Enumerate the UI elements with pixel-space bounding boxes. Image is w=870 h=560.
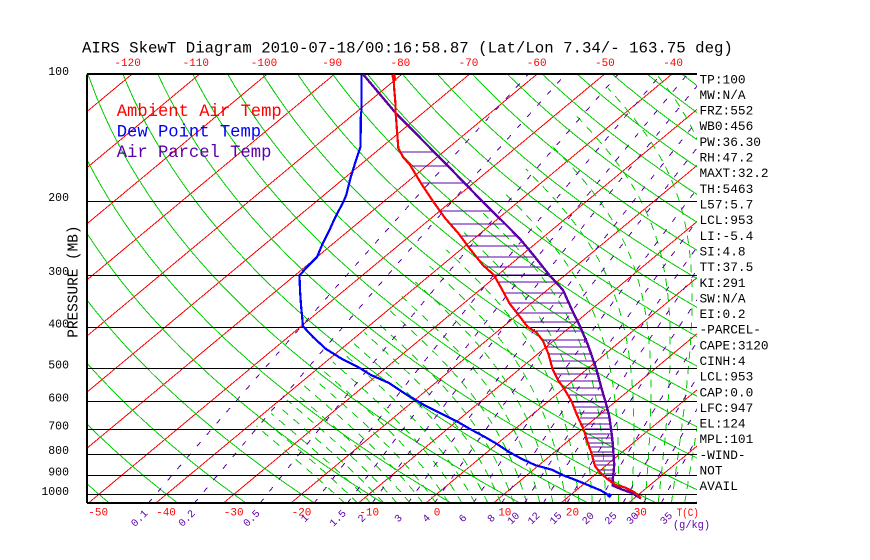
svg-text:CINH:4: CINH:4 [700,354,746,369]
svg-text:LFC:947: LFC:947 [700,401,754,416]
svg-text:EI:0.2: EI:0.2 [700,307,746,322]
svg-text:-100: -100 [251,58,277,70]
svg-text:-60: -60 [527,58,547,70]
svg-text:CAPE:3120: CAPE:3120 [700,338,769,353]
svg-text:100: 100 [48,66,69,79]
svg-text:-PARCEL-: -PARCEL- [700,323,761,338]
svg-text:800: 800 [48,445,69,458]
svg-text:PRESSURE (MB): PRESSURE (MB) [67,225,83,337]
svg-text:10: 10 [498,508,511,520]
svg-text:EL:124: EL:124 [700,417,746,432]
svg-text:TT:37.5: TT:37.5 [700,260,754,275]
svg-text:(g/kg): (g/kg) [673,520,710,532]
svg-text:-WIND-: -WIND- [700,448,746,463]
svg-text:300: 300 [48,266,69,279]
svg-text:LI:-5.4: LI:-5.4 [700,229,754,244]
svg-text:30: 30 [634,508,647,520]
svg-text:AIRS SkewT Diagram 2010-07-18/: AIRS SkewT Diagram 2010-07-18/00:16:58.8… [82,40,733,58]
svg-text:SW:N/A: SW:N/A [700,291,746,306]
svg-text:-40: -40 [663,58,683,70]
svg-text:CAP:0.0: CAP:0.0 [700,385,754,400]
svg-text:TP:100: TP:100 [700,72,746,87]
svg-text:PW:36.30: PW:36.30 [700,135,761,150]
svg-text:200: 200 [48,192,69,205]
svg-text:NOT: NOT [700,464,723,479]
svg-text:500: 500 [48,359,69,372]
svg-text:Air Parcel Temp: Air Parcel Temp [117,144,272,163]
svg-text:T(C): T(C) [677,508,699,520]
svg-text:Dew Point Temp: Dew Point Temp [117,124,261,143]
svg-text:TH:5463: TH:5463 [700,182,754,197]
svg-text:1000: 1000 [41,486,69,499]
svg-text:-90: -90 [322,58,342,70]
svg-text:600: 600 [48,393,69,406]
svg-text:AVAIL: AVAIL [700,479,738,494]
svg-text:-50: -50 [595,58,615,70]
svg-text:RH:47.2: RH:47.2 [700,151,754,166]
svg-text:LCL:953: LCL:953 [700,213,754,228]
svg-text:Ambient Air Temp: Ambient Air Temp [117,103,282,122]
svg-text:700: 700 [48,421,69,434]
svg-text:900: 900 [48,467,69,480]
svg-text:-80: -80 [390,58,410,70]
svg-text:0: 0 [434,508,441,520]
svg-text:MW:N/A: MW:N/A [700,88,746,103]
svg-text:-30: -30 [224,508,244,520]
svg-text:KI:291: KI:291 [700,276,746,291]
svg-text:400: 400 [48,319,69,332]
svg-text:-120: -120 [114,58,140,70]
svg-text:FRZ:552: FRZ:552 [700,104,754,119]
svg-text:-50: -50 [88,508,108,520]
svg-text:-110: -110 [183,58,209,70]
svg-text:-40: -40 [156,508,176,520]
svg-text:WB0:456: WB0:456 [700,119,754,134]
svg-text:20: 20 [566,508,579,520]
svg-text:-70: -70 [459,58,479,70]
svg-text:SI:4.8: SI:4.8 [700,244,746,259]
svg-text:LCL:953: LCL:953 [700,370,754,385]
svg-text:-10: -10 [359,508,379,520]
svg-text:-20: -20 [292,508,312,520]
svg-text:L57:5.7: L57:5.7 [700,198,754,213]
svg-text:MAXT:32.2: MAXT:32.2 [700,166,769,181]
svg-text:MPL:101: MPL:101 [700,432,754,447]
